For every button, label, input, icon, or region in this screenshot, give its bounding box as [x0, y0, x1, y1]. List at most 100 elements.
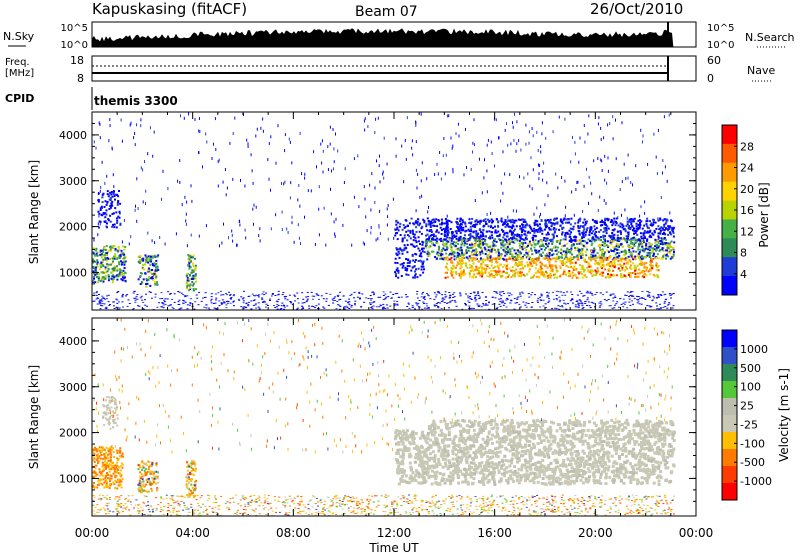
power-cell [607, 262, 610, 265]
power-cell [590, 253, 593, 256]
power-cell [274, 307, 277, 309]
power-cell [442, 297, 444, 299]
power-cell [527, 254, 530, 257]
power-cell [127, 299, 130, 301]
power-cell [255, 205, 257, 209]
power-cell [609, 248, 612, 251]
power-cell [530, 244, 533, 247]
power-cell [467, 238, 470, 241]
power-cell [318, 185, 320, 189]
power-cell [576, 300, 579, 302]
power-cell [435, 230, 438, 233]
velocity-cell [213, 502, 216, 504]
power-cell [536, 224, 539, 227]
power-cell [542, 275, 545, 278]
power-cell [445, 295, 448, 297]
power-cell [517, 296, 520, 298]
velocity-cell [557, 509, 560, 511]
power-cell [511, 224, 514, 227]
power-cell [114, 253, 117, 256]
power-cell [92, 280, 95, 282]
power-cell [359, 298, 361, 300]
power-cell [553, 265, 556, 267]
power-cell [609, 221, 612, 223]
power-cell [591, 257, 594, 260]
power-cell [554, 264, 557, 267]
power-cell [146, 279, 148, 282]
power-cell [395, 223, 398, 226]
power-cell [623, 227, 626, 230]
power-cell [497, 221, 500, 224]
power-cell [457, 263, 460, 265]
power-cell [665, 227, 668, 230]
power-cell [513, 308, 516, 310]
power-cell [418, 249, 421, 252]
power-cell [640, 303, 643, 305]
power-cell [360, 306, 363, 308]
power-cell [514, 233, 517, 236]
power-cell [521, 264, 524, 267]
power-cell [580, 267, 583, 270]
power-cell [461, 252, 464, 255]
power-cell [564, 255, 567, 258]
power-cell [617, 216, 619, 220]
power-cell [655, 257, 658, 259]
power-cell [638, 263, 641, 266]
velocity-cell [425, 502, 428, 503]
power-cell [562, 238, 565, 241]
velocity-cell [516, 507, 519, 509]
power-cell [446, 268, 449, 271]
power-cell [601, 251, 604, 254]
power-cell [572, 302, 574, 304]
power-cell [443, 302, 446, 303]
power-cell [648, 292, 651, 294]
power-cell [317, 303, 320, 305]
power-cell [602, 265, 605, 268]
power-cell [477, 235, 480, 238]
power-cell [581, 240, 584, 242]
power-cell [523, 218, 526, 221]
power-cell [474, 297, 477, 299]
power-cell [419, 195, 421, 199]
power-cell [607, 250, 610, 253]
power-cell [565, 205, 567, 209]
power-cell [495, 272, 498, 275]
power-cell [477, 239, 480, 242]
power-cell [117, 291, 120, 292]
power-cell [114, 207, 117, 210]
power-cell [631, 300, 633, 302]
power-cell [549, 272, 552, 275]
power-cell [499, 300, 502, 302]
power-cell [619, 230, 622, 233]
power-cell [102, 297, 105, 299]
power-cell [144, 263, 146, 266]
power-cell [475, 257, 477, 260]
power-cell [426, 305, 429, 307]
power-cell [646, 217, 649, 220]
power-cell [135, 296, 138, 298]
power-cell [609, 305, 612, 307]
power-cell [412, 222, 415, 225]
power-cell [519, 225, 522, 228]
power-cell [460, 246, 463, 249]
power-cell [276, 308, 279, 310]
power-cell [472, 307, 475, 309]
power-cell [595, 291, 598, 293]
power-cell [666, 219, 669, 222]
power-cell [498, 263, 501, 266]
power-cell [554, 245, 557, 248]
power-cell [117, 200, 120, 202]
power-cell [482, 303, 485, 305]
velocity-cell [299, 503, 302, 505]
power-cell [640, 235, 643, 238]
power-cell [453, 234, 456, 237]
power-cell [475, 238, 478, 241]
power-cell [446, 221, 448, 224]
power-cell [276, 301, 279, 303]
power-cell [102, 251, 105, 253]
power-cell [212, 303, 215, 304]
power-cell [305, 301, 308, 303]
power-cell [346, 301, 349, 303]
power-cell [99, 189, 101, 193]
power-cell [450, 221, 453, 224]
